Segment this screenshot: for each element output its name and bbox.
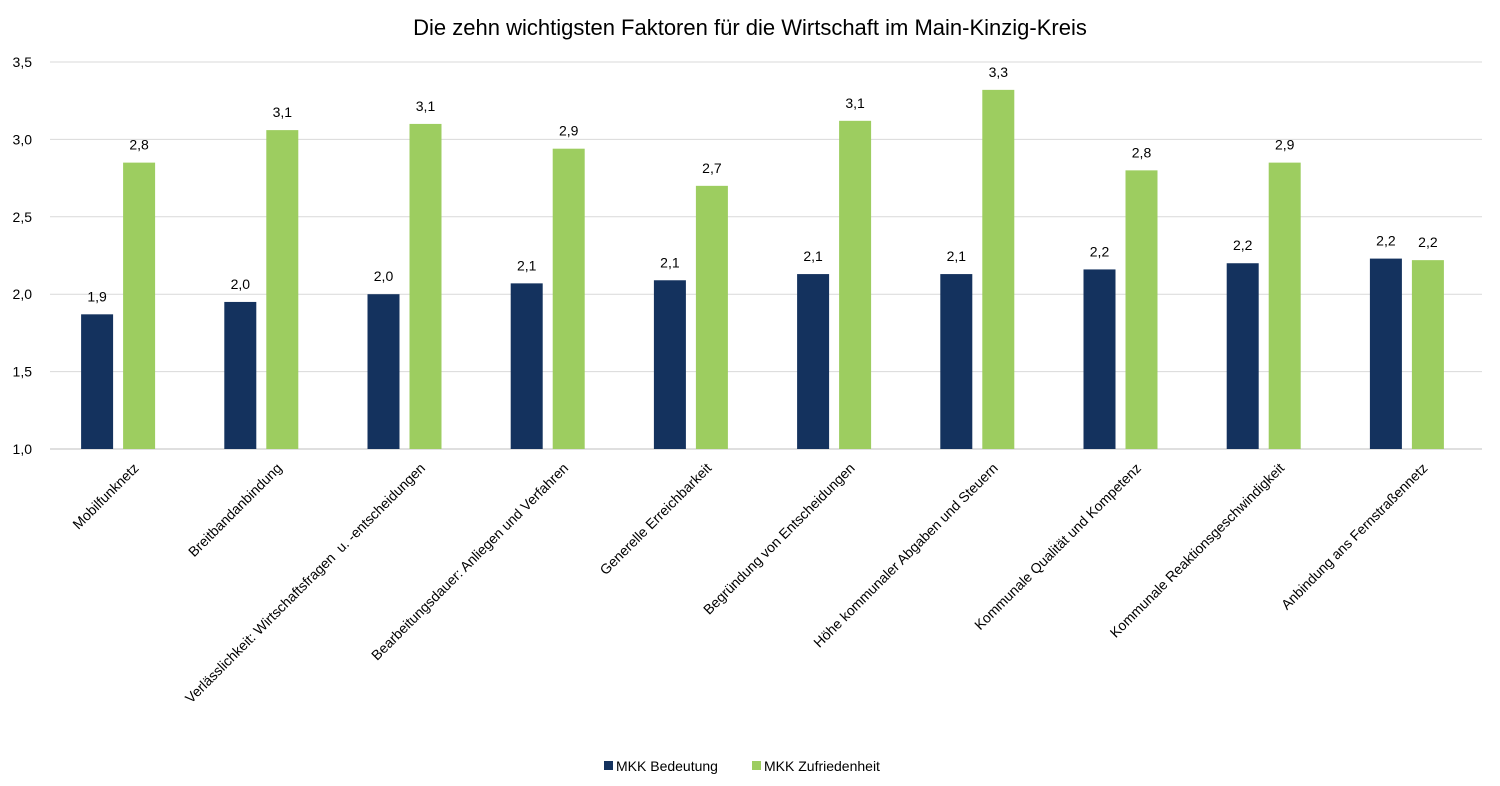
data-label: 2,8 xyxy=(1132,144,1152,160)
bar-zufriedenheit xyxy=(1411,260,1444,449)
bar-zufriedenheit xyxy=(123,162,156,449)
data-labels: 1,9 2,8 2,0 3,1 2,0 3,1 2,1 2,9 2,1 2,7 2,1 3,1 2,1 3… xyxy=(87,64,1437,304)
y-tick-label: 2,5 xyxy=(13,209,33,225)
y-tick-label: 3,5 xyxy=(13,54,33,70)
chart-title: Die zehn wichtigsten Faktoren für die Wi… xyxy=(413,15,1087,40)
category-label: Generelle Erreichbarkeit xyxy=(596,460,714,578)
data-label: 2,8 xyxy=(129,137,149,153)
bar-zufriedenheit xyxy=(266,130,299,449)
category-label: Begründung von Entscheidungen xyxy=(700,460,858,618)
bar-zufriedenheit xyxy=(409,123,442,450)
category-label: Kommunale Qualität und Kompetenz xyxy=(971,460,1144,633)
data-label: 2,0 xyxy=(374,268,394,284)
y-axis-ticks: 1,0 1,5 2,0 2,5 3,0 3,5 xyxy=(13,54,33,457)
data-label: 2,2 xyxy=(1376,233,1396,249)
data-label: 1,9 xyxy=(87,288,107,304)
bar-bedeutung xyxy=(367,294,400,449)
legend-swatch-zufriedenheit xyxy=(752,761,761,770)
data-label: 3,1 xyxy=(416,98,436,114)
bar-zufriedenheit xyxy=(982,89,1015,449)
category-label: Mobilfunknetz xyxy=(69,460,141,532)
data-label: 2,9 xyxy=(559,123,579,139)
category-labels: Mobilfunknetz BreitbandanbindungVerlässli… xyxy=(69,460,1430,706)
bar-bedeutung xyxy=(797,274,830,449)
legend: MKK Bedeutung MKK Zufriedenheit xyxy=(604,758,880,774)
legend-label: MKK Bedeutung xyxy=(616,758,718,774)
y-tick-label: 2,0 xyxy=(13,286,33,302)
y-tick-label: 1,0 xyxy=(13,441,33,457)
data-label: 2,2 xyxy=(1418,234,1438,250)
data-label: 2,9 xyxy=(1275,137,1295,153)
legend-label: MKK Zufriedenheit xyxy=(764,758,880,774)
bar-bedeutung xyxy=(510,283,543,449)
bar-zufriedenheit xyxy=(695,185,728,449)
bar-bedeutung xyxy=(1369,258,1402,449)
bar-zufriedenheit xyxy=(1125,170,1158,450)
bar-bedeutung xyxy=(1083,269,1116,449)
data-label: 2,1 xyxy=(517,257,537,273)
data-label: 2,1 xyxy=(803,248,823,264)
data-label: 2,1 xyxy=(947,248,967,264)
data-label: 2,0 xyxy=(231,276,251,292)
data-label: 3,1 xyxy=(273,104,293,120)
bar-bedeutung xyxy=(653,280,686,449)
data-label: 3,1 xyxy=(845,95,865,111)
bar-zufriedenheit xyxy=(552,148,585,450)
data-label: 2,2 xyxy=(1090,243,1110,259)
data-label: 2,1 xyxy=(660,254,680,270)
category-label: Breitbandanbindung xyxy=(185,460,285,560)
category-label: Kommunale Reaktionsgeschwindigkeit xyxy=(1107,460,1288,641)
bar-bedeutung xyxy=(224,301,257,449)
data-label: 3,3 xyxy=(989,64,1009,80)
legend-swatch-bedeutung xyxy=(604,761,613,770)
bar-bedeutung xyxy=(940,274,973,449)
y-tick-label: 3,0 xyxy=(13,131,33,147)
bar-bedeutung xyxy=(1226,263,1259,449)
bars xyxy=(81,89,1444,450)
bar-bedeutung xyxy=(81,314,114,449)
gridlines xyxy=(50,61,1482,450)
bar-zufriedenheit xyxy=(839,120,872,449)
bar-zufriedenheit xyxy=(1268,162,1301,449)
data-label: 2,7 xyxy=(702,160,722,176)
category-label: Verlässlichkeit: Wirtschaftsfragen u. -e… xyxy=(182,460,428,706)
category-label: Anbindung ans Fernstraßennetz xyxy=(1278,460,1431,613)
data-label: 2,2 xyxy=(1233,237,1253,253)
y-tick-label: 1,5 xyxy=(13,364,33,380)
